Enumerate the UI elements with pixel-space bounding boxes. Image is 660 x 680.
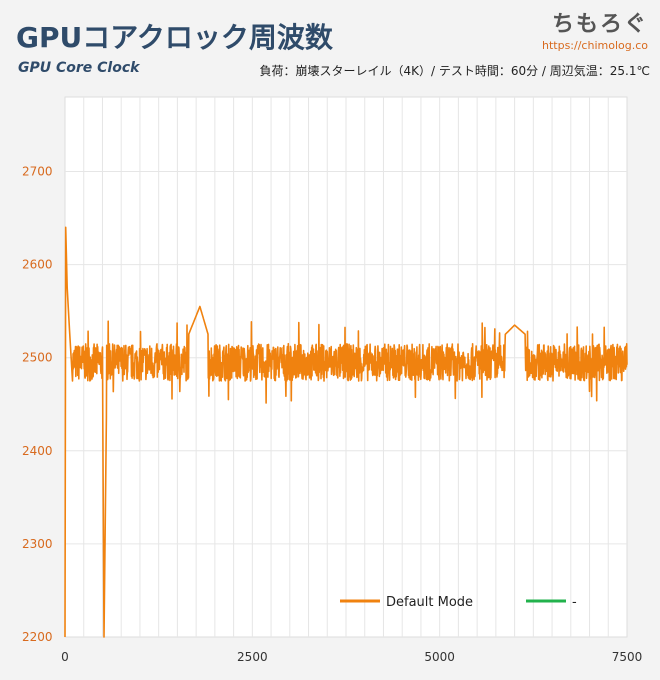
x-axis-ticks: 0 2500 5000 7500 — [61, 650, 642, 664]
x-tick-label: 2500 — [237, 650, 268, 664]
y-tick-label: 2500 — [22, 351, 53, 365]
series-line-default-mode — [64, 226, 628, 638]
legend: Default Mode - — [340, 595, 577, 610]
chart-subtitle: GPU Core Clock — [18, 60, 140, 76]
x-tick-label: 7500 — [612, 650, 643, 664]
brand-url: https://chimolog.co — [542, 39, 648, 52]
y-tick-label: 2400 — [22, 444, 53, 458]
chart-title: GPUコアクロック周波数 — [16, 21, 333, 54]
x-tick-label: 5000 — [424, 650, 455, 664]
legend-label-default-mode: Default Mode — [386, 595, 473, 610]
brand: ちもろぐ https://chimolog.co — [542, 6, 648, 52]
y-tick-label: 2200 — [22, 630, 53, 644]
brand-logo: ちもろぐ — [551, 12, 648, 37]
series-layer — [64, 226, 628, 638]
y-axis-ticks: 2200 2300 2400 2500 2600 2700 — [22, 164, 53, 644]
x-tick-label: 0 — [61, 650, 69, 664]
y-tick-label: 2700 — [22, 164, 53, 178]
y-tick-label: 2600 — [22, 258, 53, 272]
y-tick-label: 2300 — [22, 537, 53, 551]
test-conditions: 負荷：崩壊スターレイル（4K）/ テスト時間：60分 / 周辺気温：25.1℃ — [259, 64, 650, 78]
legend-label-other: - — [572, 595, 577, 610]
